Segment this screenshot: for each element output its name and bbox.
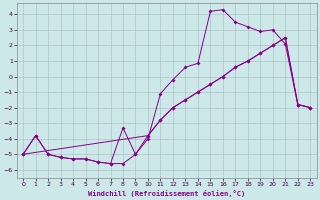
X-axis label: Windchill (Refroidissement éolien,°C): Windchill (Refroidissement éolien,°C): [88, 190, 245, 197]
